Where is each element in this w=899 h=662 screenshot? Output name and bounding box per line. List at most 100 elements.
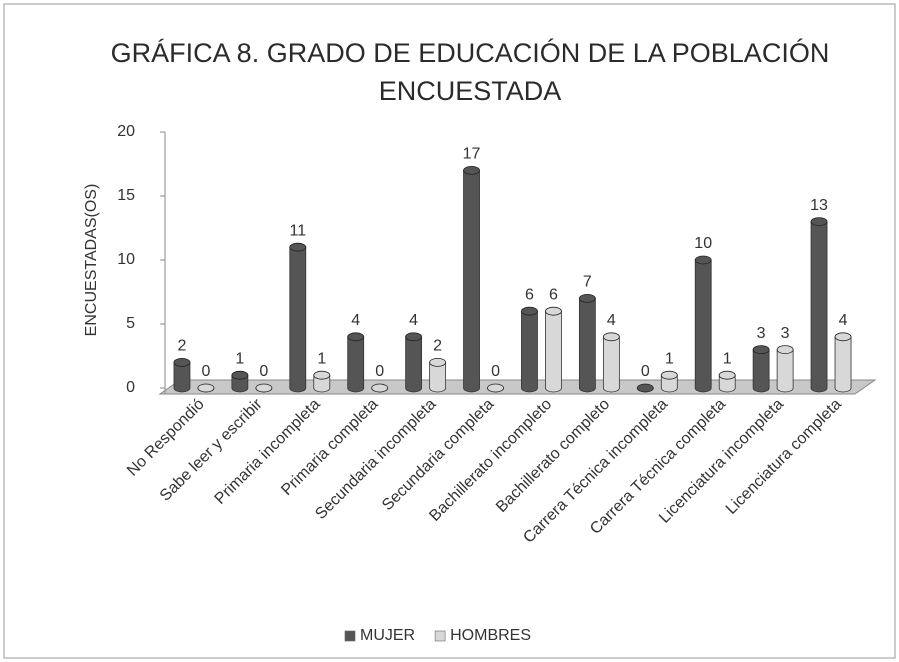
- data-label: 4: [409, 312, 418, 329]
- bar-body: [578, 298, 596, 393]
- bar-body: [602, 336, 620, 393]
- bar-top: [578, 293, 596, 303]
- data-label: 0: [259, 363, 268, 380]
- bar: [776, 345, 794, 393]
- bar-body: [173, 362, 191, 393]
- bar-top: [718, 370, 736, 380]
- data-label: 0: [202, 363, 211, 380]
- bar-body: [718, 374, 736, 393]
- bar: [231, 370, 249, 393]
- bar-top: [636, 383, 654, 393]
- bar-body: [752, 349, 770, 393]
- legend-label: MUJER: [360, 627, 415, 644]
- chart-title: GRÁFICA 8. GRADO DE EDUCACIÓN DE LA POBL…: [110, 38, 830, 106]
- x-tick-label: Secundaria completa: [379, 396, 497, 514]
- bar-top: [521, 306, 538, 316]
- data-label: 2: [178, 338, 187, 355]
- x-tick-label: Bachillerato completo: [493, 396, 613, 516]
- y-tick-label: 20: [117, 123, 135, 140]
- x-tick-label: Sabe leer y escribir: [157, 395, 266, 504]
- bar: [578, 293, 596, 393]
- data-label: 13: [810, 197, 828, 214]
- x-tick-label: Primaria completa: [278, 396, 381, 499]
- bar-body: [347, 336, 365, 393]
- bar: [602, 332, 620, 393]
- bar: [694, 255, 712, 393]
- bar: [313, 370, 331, 393]
- legend-label: HOMBRES: [450, 627, 531, 644]
- data-label: 17: [463, 146, 481, 163]
- bar: [371, 383, 389, 393]
- bar-top: [255, 383, 273, 393]
- bar: [429, 357, 447, 393]
- data-label: 7: [583, 274, 592, 291]
- bar-body: [313, 374, 331, 393]
- bar-body: [289, 246, 307, 393]
- data-label: 6: [525, 286, 534, 303]
- bar: [347, 332, 365, 393]
- bar-body: [694, 259, 712, 393]
- frame: [3, 3, 896, 659]
- bar: [718, 370, 736, 393]
- x-tick-label: Primaria incompleta: [212, 396, 324, 508]
- bar: [289, 242, 307, 393]
- bar-top: [776, 345, 794, 355]
- bar-top: [660, 370, 678, 380]
- bar-body: [834, 336, 852, 393]
- bar: [834, 332, 852, 393]
- bar-top: [463, 165, 480, 175]
- y-tick-label: 10: [117, 251, 135, 268]
- legend-swatch: [344, 630, 356, 642]
- bar-top: [197, 383, 215, 393]
- data-label: 1: [665, 350, 674, 367]
- bar: [173, 357, 191, 393]
- bar-body: [521, 310, 538, 393]
- data-label: 10: [694, 235, 712, 252]
- bar-body: [405, 336, 423, 393]
- bar-body: [776, 349, 794, 393]
- bar-top: [752, 345, 770, 355]
- bar-top: [429, 357, 447, 367]
- bar-top: [173, 357, 191, 367]
- bar: [545, 306, 562, 393]
- data-label: 2: [433, 338, 442, 355]
- bar-body: [810, 221, 828, 393]
- data-label: 3: [781, 325, 790, 342]
- data-label: 4: [839, 312, 848, 329]
- x-tick-label: Licenciatura completa: [723, 396, 845, 518]
- data-label: 0: [375, 363, 384, 380]
- data-label: 4: [607, 312, 616, 329]
- bar-top: [347, 332, 365, 342]
- data-label: 3: [757, 325, 766, 342]
- bar-top: [289, 242, 307, 252]
- bar: [487, 383, 504, 393]
- bar-top: [405, 332, 423, 342]
- bar-top: [313, 370, 331, 380]
- data-label: 6: [549, 286, 558, 303]
- bar: [660, 370, 678, 393]
- data-label: 0: [491, 363, 500, 380]
- bar-top: [371, 383, 389, 393]
- bar-body: [231, 374, 249, 393]
- y-tick-label: 15: [117, 187, 135, 204]
- bar-body: [545, 310, 562, 393]
- bar-top: [602, 332, 620, 342]
- data-label: 1: [317, 350, 326, 367]
- bar: [463, 165, 480, 393]
- bar-top: [834, 332, 852, 342]
- bar: [197, 383, 215, 393]
- data-label: 1: [235, 350, 244, 367]
- legend-swatch: [434, 630, 446, 642]
- bar-body: [660, 374, 678, 393]
- y-tick-label: 5: [126, 315, 135, 332]
- data-label: 4: [351, 312, 360, 329]
- bar: [752, 345, 770, 393]
- y-tick-label: 0: [126, 379, 135, 396]
- data-label: 0: [641, 363, 650, 380]
- bar: [810, 217, 828, 393]
- bar: [521, 306, 538, 393]
- bar-top: [810, 217, 828, 227]
- bar: [255, 383, 273, 393]
